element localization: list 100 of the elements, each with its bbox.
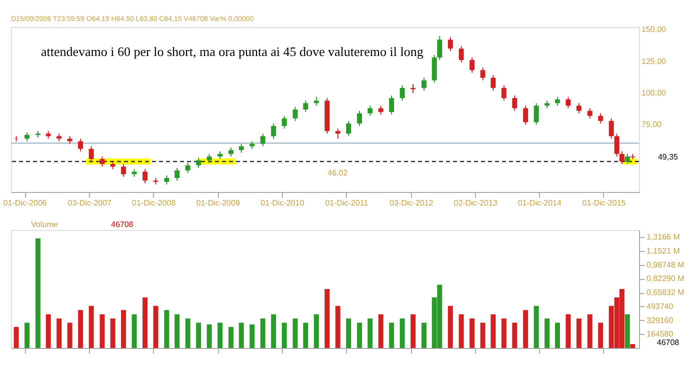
candlestick <box>196 157 202 168</box>
candlestick <box>587 108 592 119</box>
candlestick <box>470 56 475 74</box>
text: 46708 <box>111 220 134 229</box>
bar <box>185 318 190 348</box>
text: Volume <box>31 220 58 229</box>
y-tick-label: 329160 <box>646 316 674 325</box>
x-tick-label: 03-Dic-2007 <box>68 198 112 208</box>
candlestick <box>576 102 582 114</box>
ref-line-label: 46,02 <box>328 168 348 178</box>
candlestick <box>303 100 308 113</box>
bar <box>153 306 158 348</box>
candlestick <box>512 95 518 112</box>
candlestick <box>271 122 276 140</box>
y-tick-label: 1,3166 M <box>646 232 680 242</box>
bar <box>512 322 518 348</box>
y-tick-label: 0,98748 M <box>646 260 685 270</box>
x-tick-label: 01-Dic-2010 <box>260 198 305 208</box>
candlestick <box>566 96 571 109</box>
bar <box>282 322 287 348</box>
candlestick <box>534 102 539 126</box>
candlestick <box>458 46 464 64</box>
bar <box>260 318 266 348</box>
y-tick-label: 0,82290 M <box>646 274 685 284</box>
candlestick <box>490 74 496 91</box>
candlestick <box>608 118 614 140</box>
candlestick <box>368 105 373 116</box>
bar <box>218 322 223 348</box>
candlestick <box>400 84 405 102</box>
candlestick <box>619 150 624 165</box>
bar <box>400 318 405 348</box>
bar <box>448 306 453 348</box>
bar <box>335 306 340 348</box>
candlestick <box>389 95 394 116</box>
candlestick <box>523 105 528 126</box>
candlestick <box>346 120 352 137</box>
candlestick <box>480 67 486 81</box>
bar <box>56 318 62 348</box>
bar <box>534 306 539 348</box>
bar <box>196 322 202 348</box>
candlestick <box>142 168 148 184</box>
bar <box>314 314 319 348</box>
bar <box>142 297 148 348</box>
bar <box>357 322 362 348</box>
candlestick <box>260 133 266 147</box>
bar <box>88 306 94 348</box>
y-tick-label: 164580 <box>646 330 674 339</box>
candlestick <box>121 164 126 178</box>
bar <box>630 344 636 348</box>
y-tick-label: 125,00 <box>642 56 667 66</box>
bar <box>523 310 528 348</box>
candlestick <box>614 133 620 157</box>
bar <box>544 318 550 348</box>
x-tick-label: 01-Dic-2014 <box>518 198 562 208</box>
y-tick-label: 100,00 <box>642 88 667 98</box>
bar <box>110 318 116 348</box>
candlestick <box>282 115 287 130</box>
bar <box>501 318 506 348</box>
bar <box>421 322 426 348</box>
x-tick-label: 01-Dic-2011 <box>325 198 369 208</box>
bar <box>470 318 475 348</box>
bar <box>490 314 496 348</box>
bar <box>598 322 604 348</box>
text: 49,35 <box>658 152 679 162</box>
candlestick <box>437 35 442 60</box>
bar <box>324 289 330 348</box>
y-tick-label: 150,00 <box>642 25 667 34</box>
bar <box>24 322 30 348</box>
bar <box>67 322 72 348</box>
x-tick-label: 03-Dic-2012 <box>390 198 434 208</box>
annotation: attendevamo i 60 per lo short, ma ora punta ai 45 dove valuteremo il long <box>41 44 424 59</box>
candlestick <box>357 110 362 126</box>
candlestick <box>598 112 604 124</box>
y-tick-label: 75,00 <box>642 120 662 130</box>
x-tick-label: 01-Dic-2006 <box>3 198 48 208</box>
bar <box>292 318 298 348</box>
bar <box>100 314 105 348</box>
bar <box>174 314 180 348</box>
bar <box>35 238 40 348</box>
candlestick <box>78 138 84 152</box>
bar <box>271 314 276 348</box>
bar <box>14 326 19 348</box>
x-tick-label: 01-Dic-2008 <box>132 198 176 208</box>
candlestick <box>421 77 426 91</box>
bar <box>624 314 630 348</box>
candlestick <box>335 128 340 140</box>
candlestick <box>88 146 94 162</box>
bar <box>389 322 394 348</box>
bar <box>458 314 464 348</box>
x-tick-label: 01-Dic-2015 <box>582 198 626 208</box>
y-tick-label: 0,65832 M <box>646 288 685 298</box>
bar <box>164 310 170 348</box>
candlestick <box>432 54 437 84</box>
candlestick <box>292 106 298 122</box>
y-tick-label: 493740 <box>646 302 674 311</box>
bar <box>576 318 582 348</box>
bar <box>410 314 416 348</box>
bar <box>587 314 592 348</box>
candlestick <box>624 153 630 165</box>
bar <box>46 314 51 348</box>
